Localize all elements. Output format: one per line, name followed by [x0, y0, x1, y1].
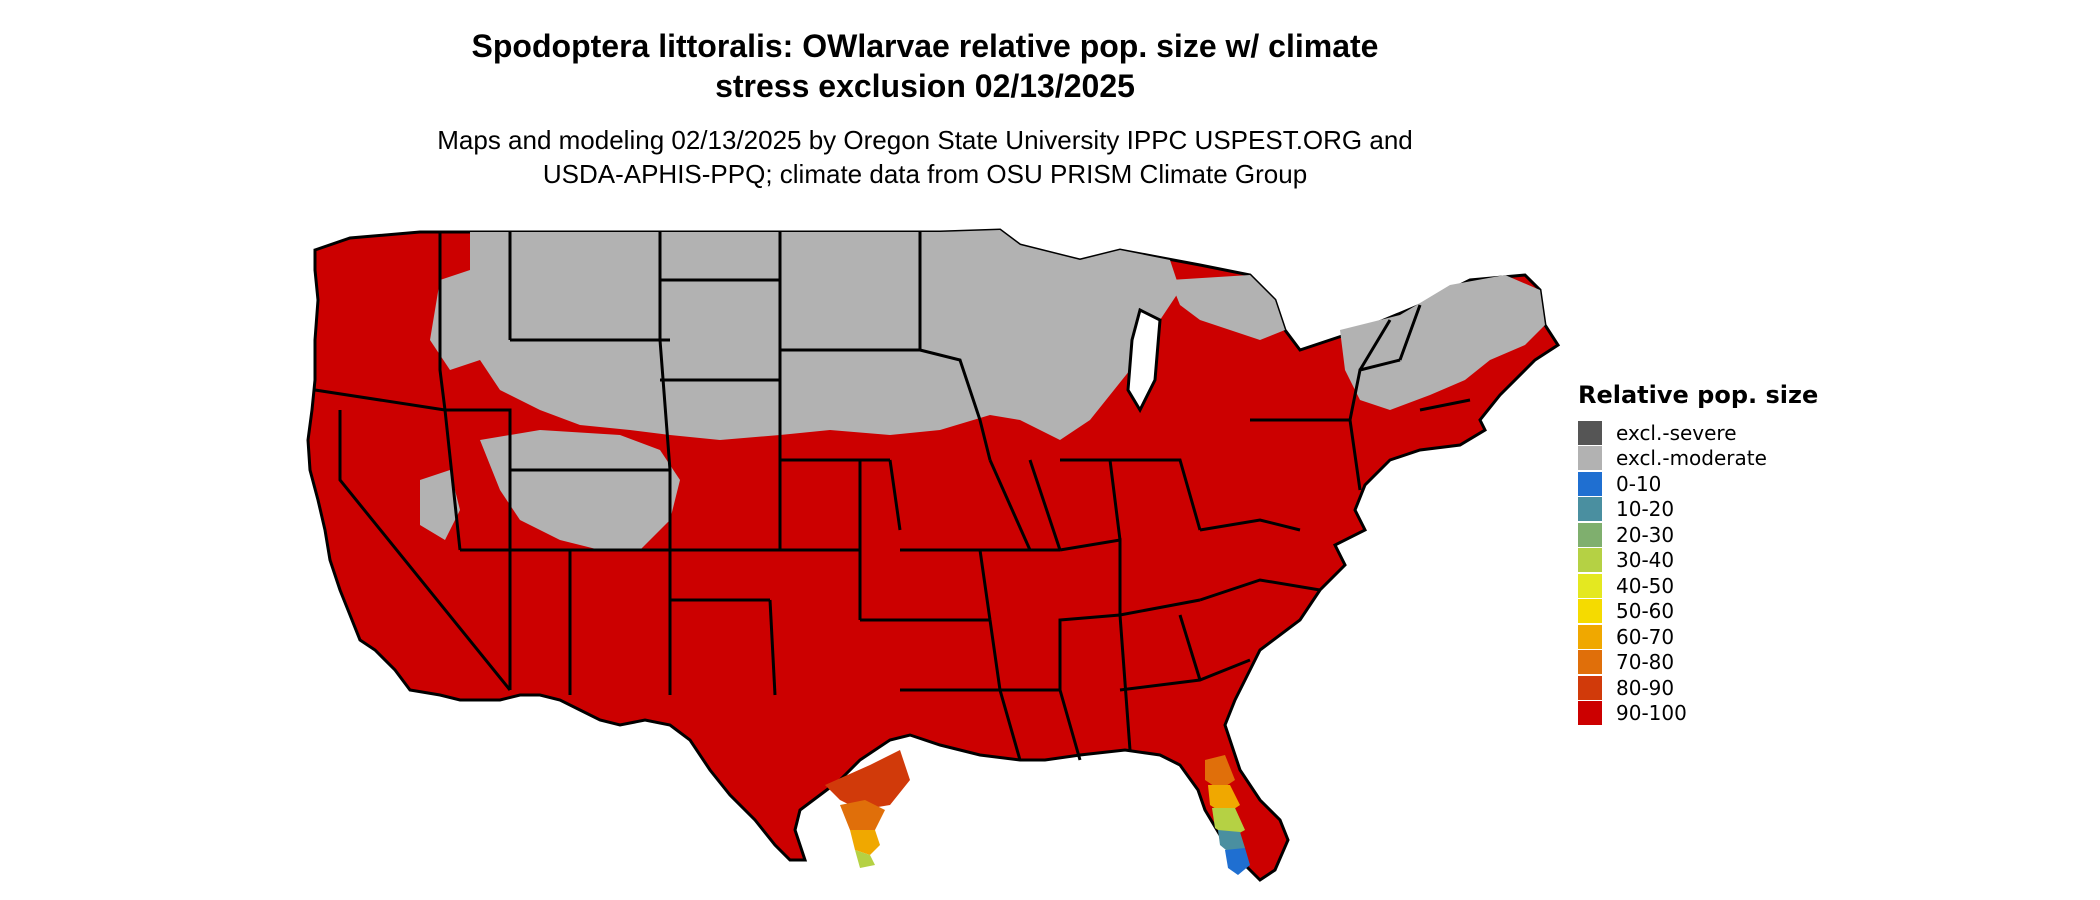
legend-label: excl.-severe — [1616, 420, 1737, 445]
exclusion-zone-utah — [420, 470, 460, 540]
legend-swatch — [1578, 471, 1602, 496]
legend-label: 40-50 — [1616, 573, 1675, 598]
lake-michigan — [1126, 307, 1162, 414]
legend-swatch — [1578, 497, 1602, 522]
legend-swatch — [1578, 650, 1602, 675]
legend-item: 80-90 — [1578, 675, 1818, 701]
legend-item: 50-60 — [1578, 599, 1818, 625]
legend-swatch — [1578, 624, 1602, 649]
legend-swatch — [1578, 548, 1602, 573]
south-texas-70-80 — [840, 800, 885, 830]
exclusion-zone-north — [470, 230, 1180, 440]
exclusion-zone-great-lakes — [1170, 275, 1285, 340]
legend-items: excl.-severe excl.-moderate 0-10 10-20 20-30… — [1578, 420, 1818, 726]
map-subtitle-line2: USDA-APHIS-PPQ; climate data from OSU PR… — [542, 159, 1308, 189]
state-boundaries — [314, 232, 1471, 761]
legend-swatch — [1578, 701, 1602, 726]
legend-item: 20-30 — [1578, 522, 1818, 548]
exclusion-zone-northeast — [1340, 275, 1545, 410]
legend-swatch — [1578, 675, 1602, 700]
legend-label: 30-40 — [1616, 548, 1675, 573]
legend-item: 90-100 — [1578, 701, 1818, 727]
legend-item: 70-80 — [1578, 650, 1818, 676]
legend-item: 60-70 — [1578, 624, 1818, 650]
map-title-line1: Spodoptera littoralis: OWlarvae relative… — [471, 28, 1379, 64]
south-texas-30-40 — [855, 850, 875, 868]
legend-item: excl.-moderate — [1578, 446, 1818, 472]
map-subtitle-line1: Maps and modeling 02/13/2025 by Oregon S… — [437, 125, 1413, 155]
florida-0-10 — [1225, 848, 1250, 875]
map-legend: Relative pop. size excl.-severe excl.-mod… — [1578, 380, 1818, 726]
legend-item: 0-10 — [1578, 471, 1818, 497]
map-title-line2: stress exclusion 02/13/2025 — [715, 68, 1135, 104]
legend-item: excl.-severe — [1578, 420, 1818, 446]
legend-swatch — [1578, 599, 1602, 624]
legend-label: 60-70 — [1616, 624, 1675, 649]
legend-item: 40-50 — [1578, 573, 1818, 599]
legend-swatch — [1578, 420, 1602, 445]
legend-label: excl.-moderate — [1616, 446, 1767, 471]
legend-label: 0-10 — [1616, 471, 1662, 496]
florida-80-90 — [1205, 755, 1235, 790]
legend-label: 20-30 — [1616, 522, 1675, 547]
legend-item: 30-40 — [1578, 548, 1818, 574]
legend-label: 70-80 — [1616, 650, 1675, 675]
legend-label: 80-90 — [1616, 675, 1675, 700]
exclusion-zone-rockies — [480, 430, 680, 550]
florida-60-70 — [1208, 785, 1240, 815]
legend-title: Relative pop. size — [1578, 381, 1819, 409]
south-texas-60-70 — [850, 830, 880, 855]
legend-item: 10-20 — [1578, 497, 1818, 523]
legend-label: 90-100 — [1616, 701, 1687, 726]
legend-label: 50-60 — [1616, 599, 1675, 624]
legend-swatch — [1578, 446, 1602, 471]
us-map — [306, 228, 1561, 882]
legend-swatch — [1578, 573, 1602, 598]
legend-swatch — [1578, 522, 1602, 547]
south-texas-80-90 — [825, 750, 910, 810]
exclusion-zone-idaho — [430, 270, 490, 370]
legend-label: 10-20 — [1616, 497, 1675, 522]
